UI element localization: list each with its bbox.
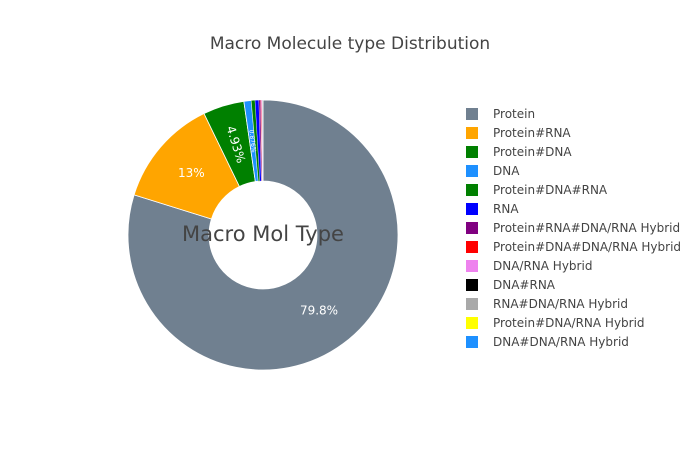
chart-title: Macro Molecule type Distribution [209,34,491,54]
slice-label: 0.876% [247,129,257,153]
legend-swatch [466,335,478,348]
legend: Protein Protein#RNA Protein#DNA DNA Protein#… [466,104,681,351]
legend-item[interactable]: Protein [466,104,681,123]
legend-swatch [466,183,478,196]
legend-swatch [466,107,478,120]
legend-label: Protein#RNA#DNA/RNA Hybrid [493,220,681,235]
legend-swatch [466,240,478,253]
legend-swatch [466,126,478,139]
legend-item[interactable]: Protein#DNA/RNA Hybrid [466,313,681,332]
legend-swatch [466,202,478,215]
legend-label: RNA#DNA/RNA Hybrid [493,296,629,311]
legend-item[interactable]: DNA/RNA Hybrid [466,256,681,275]
legend-swatch [466,145,478,158]
legend-item[interactable]: Protein#DNA [466,142,681,161]
legend-swatch [466,221,478,234]
slice-protein[interactable] [127,99,399,371]
legend-label: Protein#DNA#DNA/RNA Hybrid [493,239,682,254]
legend-swatch [466,164,478,177]
legend-item[interactable]: DNA [466,161,681,180]
legend-item[interactable]: Protein#DNA#DNA/RNA Hybrid [466,237,681,256]
legend-label: Protein#DNA [493,144,572,159]
legend-item[interactable]: DNA#DNA/RNA Hybrid [466,332,681,351]
legend-item[interactable]: Protein#DNA#RNA [466,180,681,199]
donut-center-label: Macro Mol Type [182,222,344,246]
legend-label: Protein#DNA/RNA Hybrid [493,315,645,330]
legend-label: DNA#DNA/RNA Hybrid [493,334,629,349]
slice-label: 79.8% [300,304,338,318]
legend-label: DNA [493,163,520,178]
legend-label: Protein#DNA#RNA [493,182,608,197]
legend-swatch [466,278,478,291]
legend-label: Protein#RNA [493,125,571,140]
legend-label: RNA [493,201,519,216]
legend-label: Protein [493,106,536,121]
legend-swatch [466,316,478,329]
legend-swatch [466,259,478,272]
slices-group [127,99,399,371]
legend-item[interactable]: RNA [466,199,681,218]
legend-label: DNA/RNA Hybrid [493,258,593,273]
legend-swatch [466,297,478,310]
slice-label: 13% [178,166,205,180]
legend-item[interactable]: Protein#RNA [466,123,681,142]
legend-item[interactable]: RNA#DNA/RNA Hybrid [466,294,681,313]
legend-label: DNA#RNA [493,277,556,292]
legend-item[interactable]: DNA#RNA [466,275,681,294]
legend-item[interactable]: Protein#RNA#DNA/RNA Hybrid [466,218,681,237]
